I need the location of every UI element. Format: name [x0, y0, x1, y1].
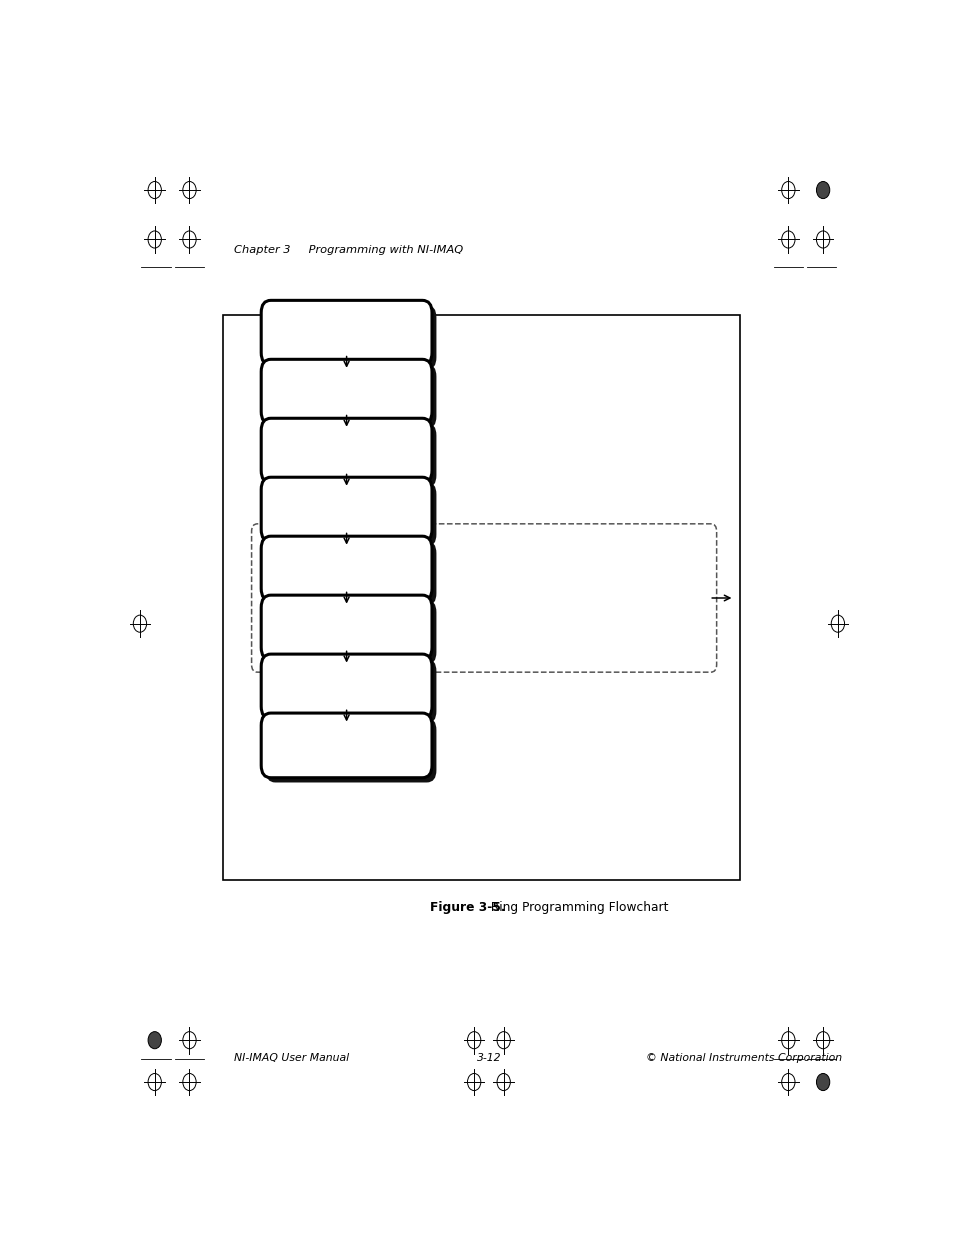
FancyBboxPatch shape: [265, 658, 436, 724]
FancyBboxPatch shape: [261, 477, 432, 542]
FancyBboxPatch shape: [261, 359, 432, 424]
Circle shape: [816, 182, 829, 199]
FancyBboxPatch shape: [261, 300, 432, 366]
Text: NI-IMAQ User Manual: NI-IMAQ User Manual: [233, 1053, 349, 1063]
FancyBboxPatch shape: [265, 364, 436, 429]
FancyBboxPatch shape: [265, 424, 436, 488]
Text: © National Instruments Corporation: © National Instruments Corporation: [645, 1053, 841, 1063]
FancyBboxPatch shape: [261, 655, 432, 719]
Circle shape: [148, 1031, 161, 1049]
FancyBboxPatch shape: [265, 305, 436, 369]
FancyBboxPatch shape: [261, 713, 432, 778]
Bar: [222, 315, 740, 881]
Text: 3-12: 3-12: [476, 1053, 500, 1063]
FancyBboxPatch shape: [265, 541, 436, 605]
FancyBboxPatch shape: [261, 536, 432, 601]
FancyBboxPatch shape: [261, 419, 432, 483]
Text: Ring Programming Flowchart: Ring Programming Flowchart: [482, 902, 668, 914]
FancyBboxPatch shape: [265, 718, 436, 783]
Text: Chapter 3     Programming with NI-IMAQ: Chapter 3 Programming with NI-IMAQ: [233, 245, 462, 254]
FancyBboxPatch shape: [265, 482, 436, 547]
FancyBboxPatch shape: [261, 595, 432, 659]
FancyBboxPatch shape: [265, 600, 436, 664]
Circle shape: [816, 1073, 829, 1091]
Text: Figure 3-5.: Figure 3-5.: [429, 902, 505, 914]
